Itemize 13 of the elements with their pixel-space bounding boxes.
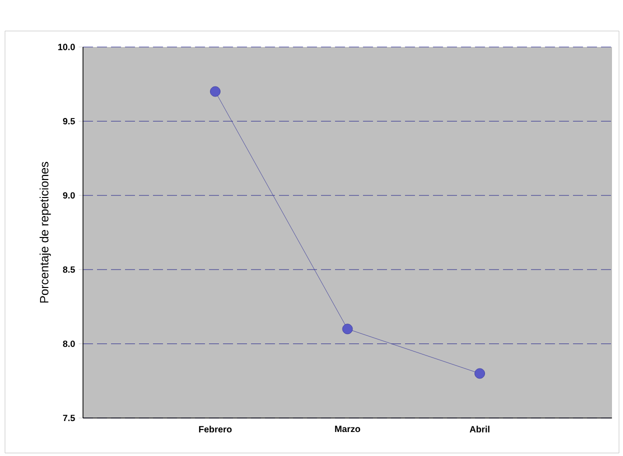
point (342, 324, 353, 334)
point (210, 86, 220, 97)
point (474, 368, 485, 379)
y-tick-label: 10.0 (58, 44, 75, 50)
y-axis-title: Porcentaje de repeticiones (40, 162, 51, 303)
y-tick-label: 9.5 (63, 118, 75, 124)
x-tick-label: Febrero (199, 426, 232, 432)
x-tick-label: Abril (470, 426, 490, 432)
y-tick-label: 8.0 (62, 340, 75, 347)
y-tick-label: 7.5 (63, 414, 75, 422)
x-tick-label: Marzo (335, 426, 360, 432)
y-tick-label: 9.0 (63, 192, 75, 199)
y-tick-label: 8.5 (62, 266, 75, 273)
